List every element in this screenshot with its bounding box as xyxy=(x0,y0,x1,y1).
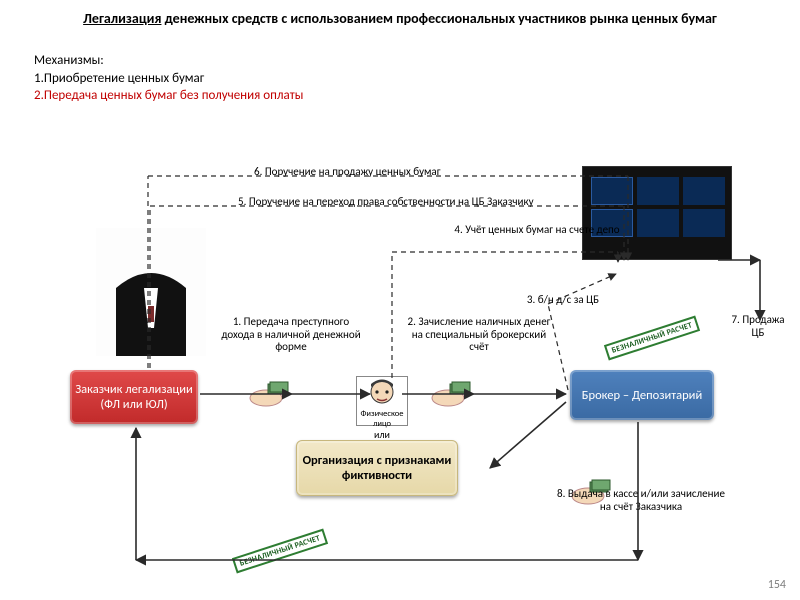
step-5: 5. Поручение на переход права собственно… xyxy=(238,196,598,209)
step-6: 6. Поручение на продажу ценных бумаг xyxy=(254,166,554,179)
step-8: 8. Выдача в кассе и/или зачисление на сч… xyxy=(556,488,726,513)
title-rest: денежных средств с использованием профес… xyxy=(161,10,716,27)
mechanism-1: 1.Приобретение ценных бумаг xyxy=(34,70,303,88)
step-1: 1. Передача преступного дохода в налично… xyxy=(216,316,366,354)
step-4: 4. Учёт ценных бумаг на счете депо xyxy=(452,224,622,237)
money-icon xyxy=(430,378,474,408)
step-2: 2. Зачисление наличных денег на специаль… xyxy=(404,316,554,354)
node-customer: Заказчик легализации (ФЛ или ЮЛ) xyxy=(70,370,198,424)
illustration-suit xyxy=(96,228,206,356)
step-7: 7. Продажа ЦБ xyxy=(724,314,792,339)
illustration-trading-screens xyxy=(582,166,732,260)
node-customer-label: Заказчик легализации (ФЛ или ЮЛ) xyxy=(70,382,198,412)
mechanism-2: 2.Передача ценных бумаг без получения оп… xyxy=(34,87,303,105)
page-number: 154 xyxy=(768,578,786,592)
node-broker-label: Брокер – Депозитарий xyxy=(582,388,702,403)
mechanisms-heading: Механизмы: xyxy=(34,52,303,70)
node-fake-org: Организация с признаками фиктивности xyxy=(296,440,458,496)
node-fake-org-label: Организация с признаками фиктивности xyxy=(297,453,457,483)
mechanisms-block: Механизмы: 1.Приобретение ценных бумаг 2… xyxy=(34,52,303,105)
badge-noncash-2: БЕЗНАЛИЧНЫЙ РАСЧЕТ xyxy=(232,529,328,574)
individual-icon: Физическое лицо xyxy=(356,376,408,426)
title-underline: Легализация xyxy=(83,10,161,27)
page-title: Легализация денежных средств с использов… xyxy=(0,0,800,28)
badge-noncash-1: БЕЗНАЛИЧНЫЙ РАСЧЕТ xyxy=(604,316,700,361)
node-broker: Брокер – Депозитарий xyxy=(570,370,714,420)
step-3: 3. б/н д/с за ЦБ xyxy=(508,294,618,307)
money-icon xyxy=(248,378,292,408)
